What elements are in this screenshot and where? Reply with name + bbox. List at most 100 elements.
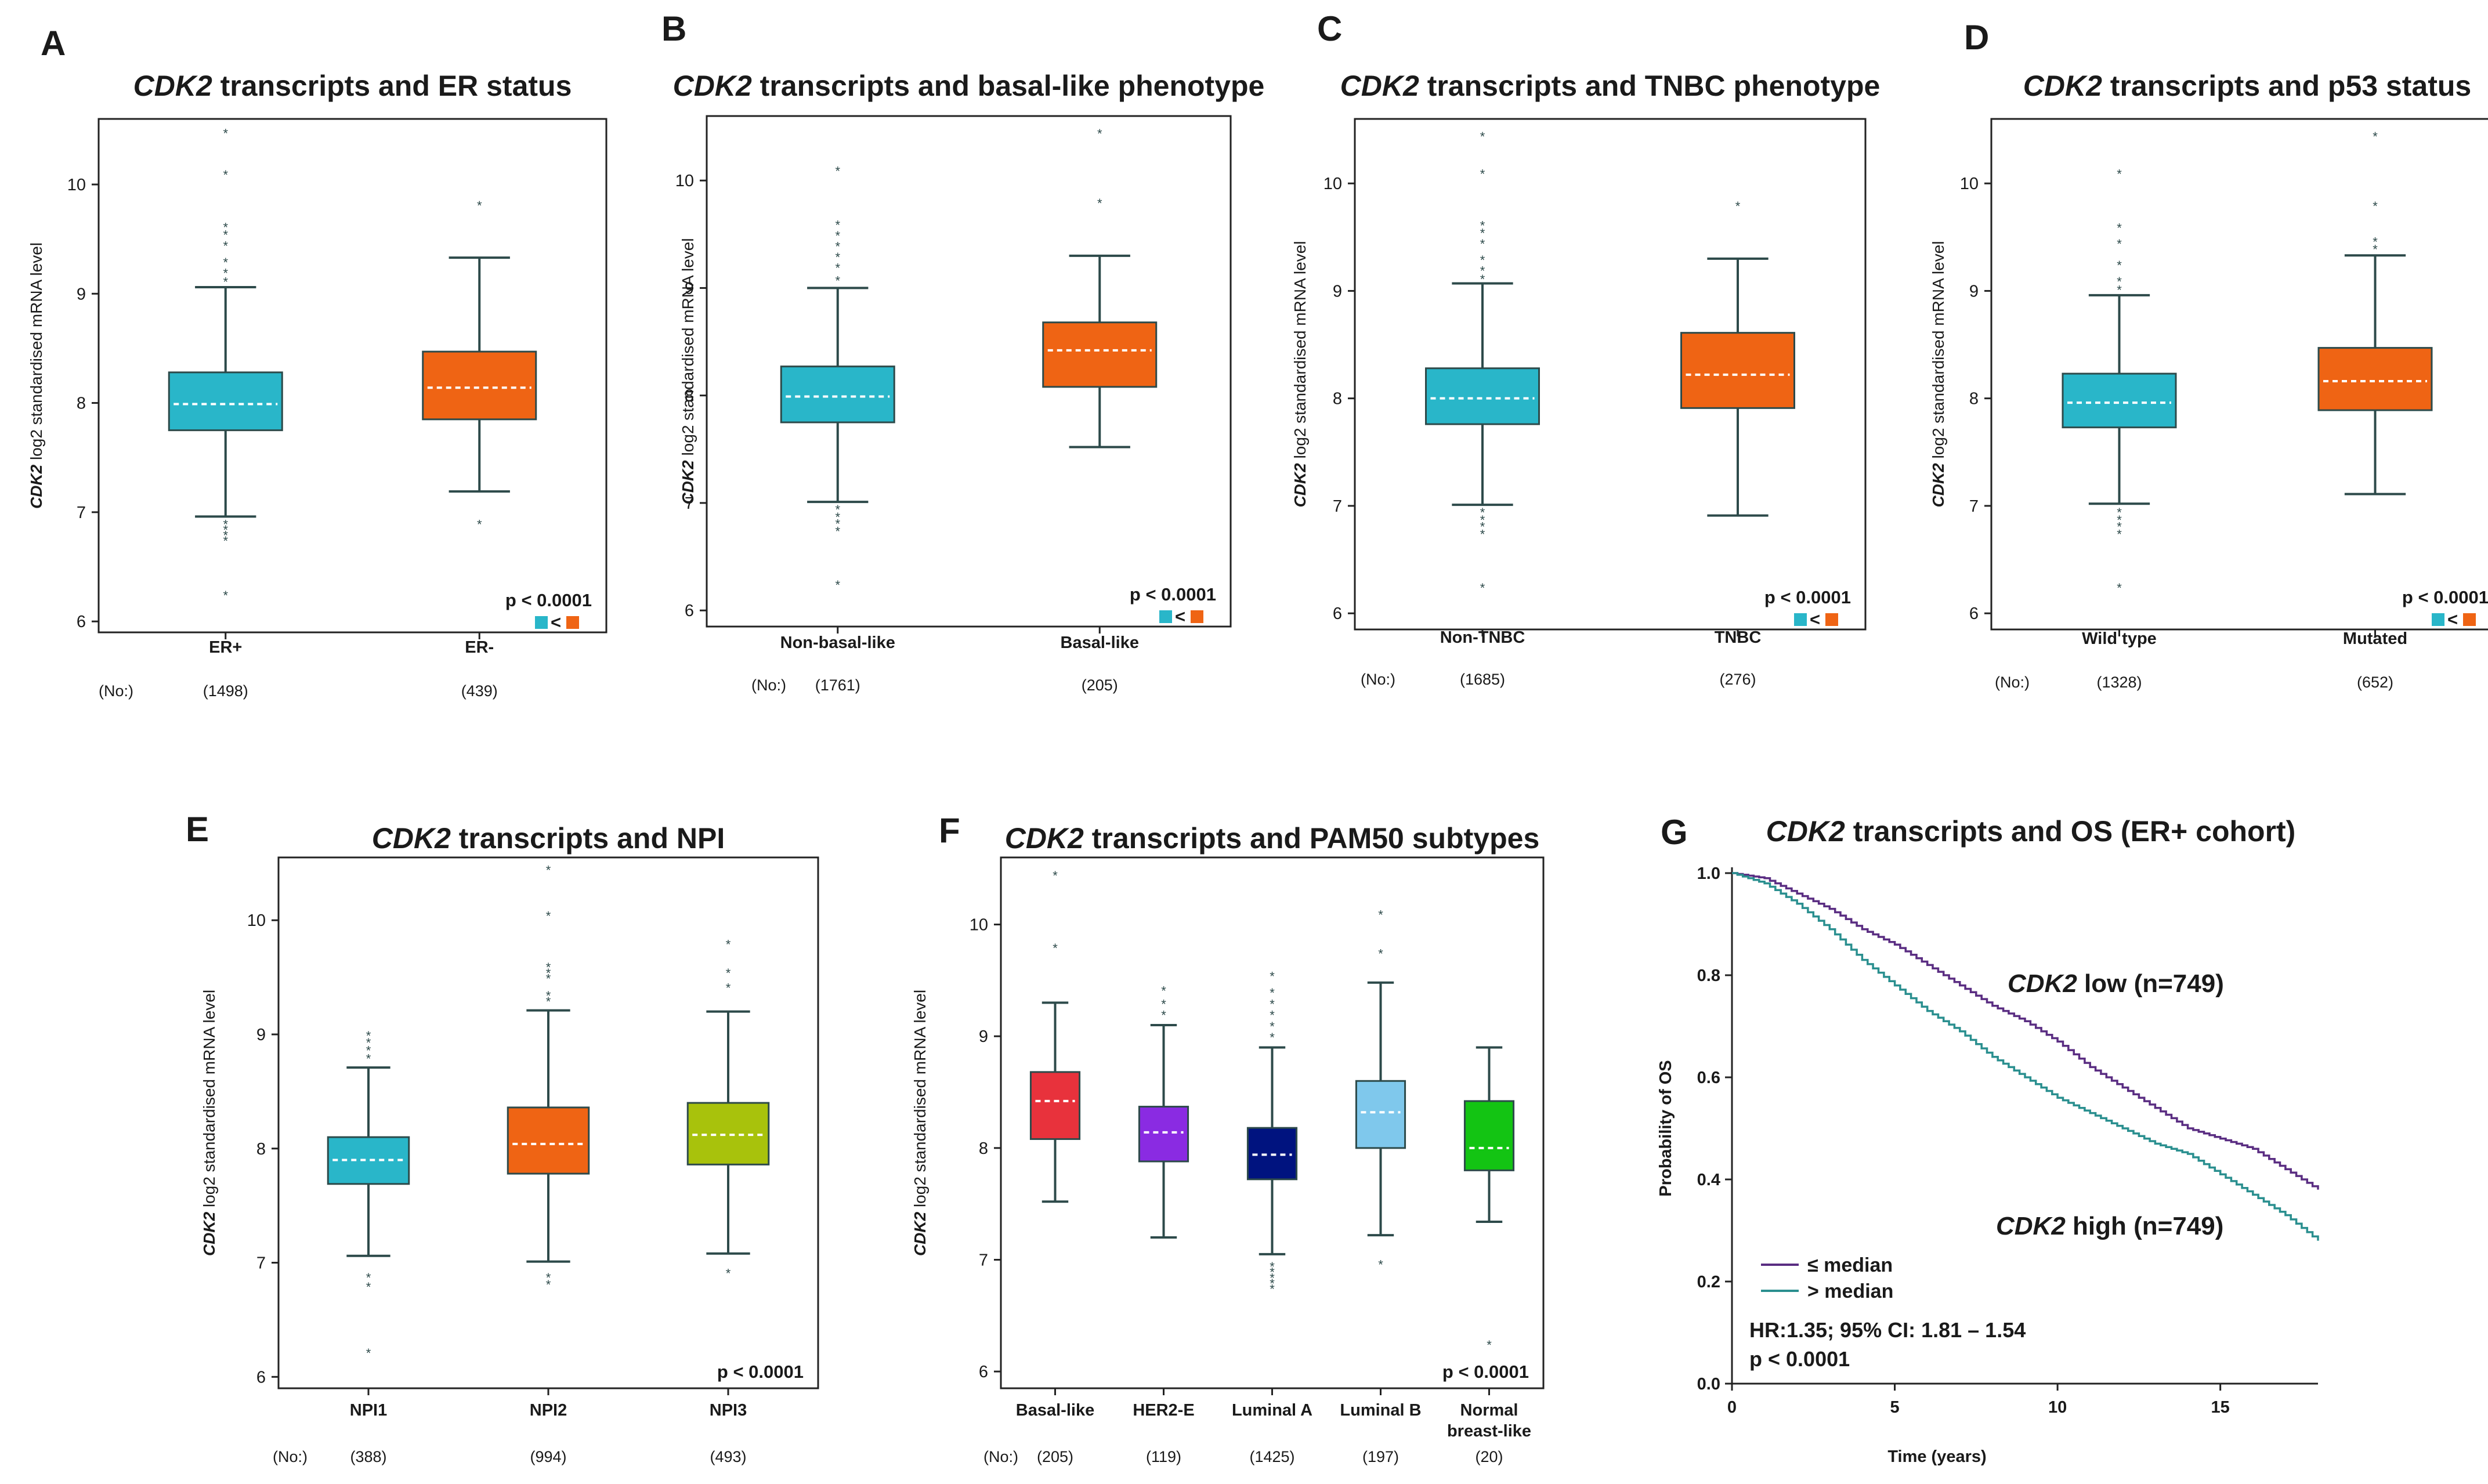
y-tick-label: 0.8: [1697, 967, 1720, 985]
legend-less-than: <: [551, 612, 561, 632]
outlier-point: *: [1480, 519, 1485, 534]
outlier-point: *: [835, 229, 840, 243]
outlier-point: *: [1378, 907, 1383, 922]
outlier-point: *: [835, 260, 840, 275]
sample-count: (276): [1719, 671, 1756, 688]
plot-frame: [706, 115, 1232, 628]
legend-less-than: <: [2447, 609, 2458, 629]
panel-letter: G: [1661, 813, 1688, 852]
legend-label: ≤ median: [1807, 1254, 1893, 1276]
outlier-point: *: [1480, 263, 1485, 278]
outlier-point: *: [1480, 527, 1485, 541]
outlier-point: *: [2117, 258, 2122, 273]
y-axis-label: CDK2 log2 standardised mRNA level: [27, 242, 45, 509]
p-value: p < 0.0001: [2402, 587, 2488, 607]
y-tick-label: 8: [256, 1140, 266, 1159]
box-0: ***********: [2062, 167, 2177, 595]
p-value: p < 0.0001: [1749, 1347, 1850, 1371]
outlier-point: *: [366, 1051, 371, 1066]
outlier-point: *: [546, 863, 551, 878]
outlier-point: *: [1735, 199, 1741, 213]
outlier-point: *: [223, 255, 228, 270]
outlier-point: *: [835, 164, 840, 179]
outlier-point: *: [835, 218, 840, 232]
sample-count: (388): [350, 1448, 386, 1465]
outlier-point: *: [2117, 519, 2122, 534]
legend-less-than: <: [1810, 609, 1820, 629]
outlier-point: *: [2117, 274, 2122, 289]
outlier-point: *: [2117, 283, 2122, 298]
legend-swatch-high: [2463, 613, 2476, 626]
sample-count: (20): [1475, 1448, 1503, 1465]
outlier-point: *: [223, 266, 228, 281]
outlier-point: *: [1480, 129, 1485, 144]
y-tick-label: 6: [979, 1363, 988, 1381]
panel-f: F CDK2 transcripts and PAM50 subtypes 6 7 8 9…: [911, 811, 1545, 1465]
iqr-box: [1138, 1106, 1189, 1163]
box-1: **: [422, 198, 537, 532]
box-1: ***: [1138, 983, 1189, 1239]
outlier-point: *: [366, 1271, 371, 1285]
x-tick-label: 10: [2048, 1398, 2067, 1417]
outlier-point: *: [223, 529, 228, 543]
outlier-point: *: [1270, 1282, 1275, 1297]
p-value: p < 0.0001: [1130, 584, 1216, 605]
outlier-point: *: [1097, 196, 1102, 211]
outlier-point: *: [726, 980, 731, 995]
category-label: breast-like: [1447, 1422, 1531, 1440]
outlier-point: *: [366, 1036, 371, 1050]
sample-count: (652): [2357, 674, 2393, 691]
y-tick-label: 10: [67, 176, 86, 194]
y-tick-label: 6: [1969, 605, 1979, 623]
y-tick-label: 0.4: [1697, 1171, 1720, 1189]
iqr-box: [2062, 372, 2177, 429]
category-label: NPI2: [530, 1401, 567, 1420]
y-axis-label: CDK2 log2 standardised mRNA level: [200, 990, 218, 1256]
y-tick-label: 6: [77, 613, 86, 631]
outlier-point: *: [223, 275, 228, 289]
box-1: ****: [2317, 129, 2433, 495]
outlier-point: *: [223, 220, 228, 235]
category-label: ER-: [465, 638, 494, 657]
count-prefix: (No:): [273, 1448, 308, 1465]
panel-letter: F: [939, 811, 960, 850]
iqr-box: [2317, 347, 2433, 411]
legend-swatch-high: [1825, 613, 1838, 626]
category-label: Normal: [1460, 1401, 1518, 1420]
outlier-point: *: [1270, 1276, 1275, 1291]
iqr-box: [1425, 367, 1540, 425]
count-prefix: (No:): [751, 676, 786, 694]
sample-count: (205): [1037, 1448, 1073, 1465]
outlier-point: *: [223, 126, 228, 141]
sample-count: (1761): [815, 676, 860, 694]
sample-count: (439): [461, 682, 498, 700]
outlier-point: *: [2373, 234, 2378, 249]
outlier-point: *: [1480, 167, 1485, 182]
box-0: **: [1029, 868, 1081, 1203]
panel-title: CDK2 transcripts and OS (ER+ cohort): [1766, 815, 2296, 848]
y-tick-label: 8: [685, 387, 694, 406]
outlier-point: *: [2117, 505, 2122, 520]
outlier-point: *: [1480, 226, 1485, 241]
sample-count: (994): [530, 1448, 566, 1465]
annotation-low: CDK2 low (n=749): [2008, 969, 2224, 998]
outlier-point: *: [223, 239, 228, 254]
sample-count: (1498): [203, 682, 248, 700]
outlier-point: *: [1480, 237, 1485, 251]
y-tick-label: 8: [1969, 390, 1979, 408]
outlier-point: *: [477, 198, 482, 213]
box-1: **: [1042, 126, 1158, 448]
outlier-point: *: [835, 510, 840, 524]
y-tick-label: 10: [1323, 175, 1342, 193]
p-value: p < 0.0001: [1764, 587, 1851, 607]
legend-swatch-low: [535, 616, 548, 629]
box-2: ****: [686, 938, 770, 1280]
iqr-box: [168, 371, 283, 432]
outlier-point: *: [1378, 947, 1383, 961]
y-tick-label: 9: [1333, 282, 1342, 301]
category-label: Basal-like: [1016, 1401, 1094, 1420]
outlier-point: *: [1480, 513, 1485, 527]
outlier-point: *: [2117, 527, 2122, 541]
panel-title: CDK2 transcripts and p53 status: [2023, 70, 2471, 102]
y-tick-label: 7: [1969, 497, 1979, 516]
